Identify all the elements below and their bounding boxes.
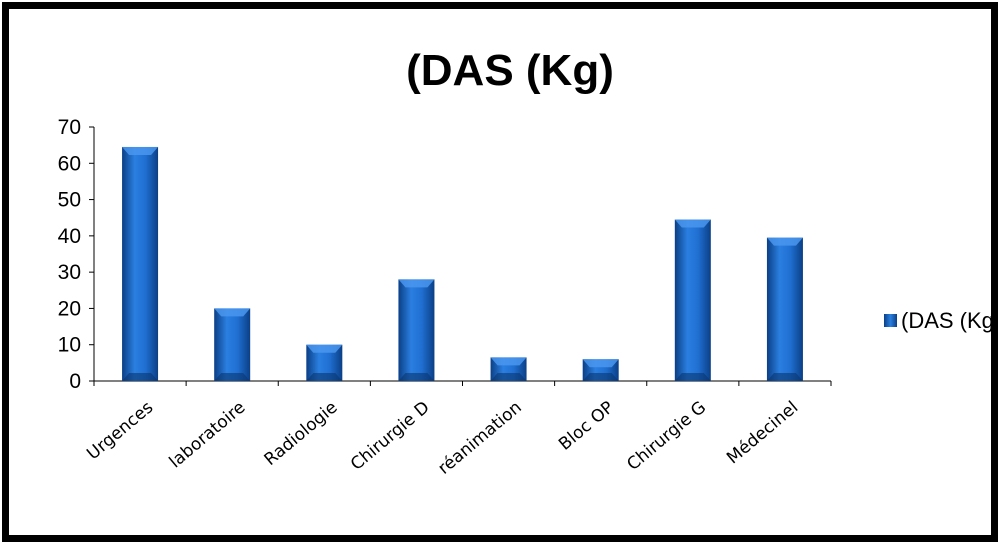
bar-bottom-bevel	[306, 373, 343, 381]
x-category-label: Radiologie	[261, 398, 342, 470]
x-tick-labels: Urgences laboratoire Radiologie Chirurgie D…	[83, 397, 802, 478]
x-category-label: Médecinel	[723, 398, 802, 469]
bar-top-bevel	[582, 359, 619, 368]
bar-5	[490, 357, 527, 381]
bar-bottom-bevel	[122, 373, 159, 381]
y-tick-label: 50	[58, 189, 81, 212]
legend-label: (DAS (Kg	[901, 308, 991, 333]
bar-body	[674, 219, 711, 381]
bar-top-bevel	[674, 219, 711, 228]
bar-bottom-bevel	[490, 373, 527, 381]
y-tick-label: 20	[58, 297, 81, 320]
x-category-label: réanimation	[434, 398, 525, 479]
bar-bottom-bevel	[674, 373, 711, 381]
y-tick-label: 60	[58, 152, 81, 175]
bar-bottom-bevel	[398, 373, 435, 381]
y-tick-label: 40	[58, 225, 81, 248]
x-category-label: Urgences	[83, 397, 157, 464]
legend-swatch	[884, 314, 897, 327]
bar-body	[766, 237, 803, 381]
chart-title: (DAS (Kg)	[406, 46, 614, 95]
x-category-label: laboratoire	[166, 398, 250, 473]
bar-2	[214, 308, 251, 381]
bar-8	[766, 237, 803, 381]
bar-top-bevel	[490, 357, 527, 366]
legend: (DAS (Kg	[884, 308, 991, 333]
bars	[122, 146, 803, 381]
bar-top-bevel	[766, 237, 803, 246]
y-tick-label: 0	[69, 370, 81, 393]
bar-6	[582, 359, 619, 381]
y-tick-label: 10	[58, 334, 81, 357]
bar-1	[122, 146, 159, 381]
bar-top-bevel	[398, 279, 435, 288]
x-category-label: Chirurgie G	[623, 398, 710, 475]
y-tick-label: 70	[58, 116, 81, 139]
bar-body	[214, 308, 251, 381]
y-tick-label: 30	[58, 261, 81, 284]
bar-top-bevel	[122, 146, 159, 155]
bar-3	[306, 344, 343, 381]
bar-bottom-bevel	[582, 373, 619, 381]
bar-top-bevel	[214, 308, 251, 317]
bar-body	[122, 146, 159, 381]
bar-top-bevel	[306, 344, 343, 353]
bar-body	[398, 279, 435, 381]
bar-bottom-bevel	[766, 373, 803, 381]
x-category-label: Bloc OP	[555, 398, 618, 455]
x-category-label: Chirurgie D	[347, 398, 434, 475]
bar-4	[398, 279, 435, 381]
bar-bottom-bevel	[214, 373, 251, 381]
bar-7	[674, 219, 711, 381]
bar-chart: (DAS (Kg) 0 10 20 30 40 50 60 70 Urgences labora…	[58, 46, 991, 479]
axes: 0 10 20 30 40 50 60 70	[58, 116, 832, 393]
